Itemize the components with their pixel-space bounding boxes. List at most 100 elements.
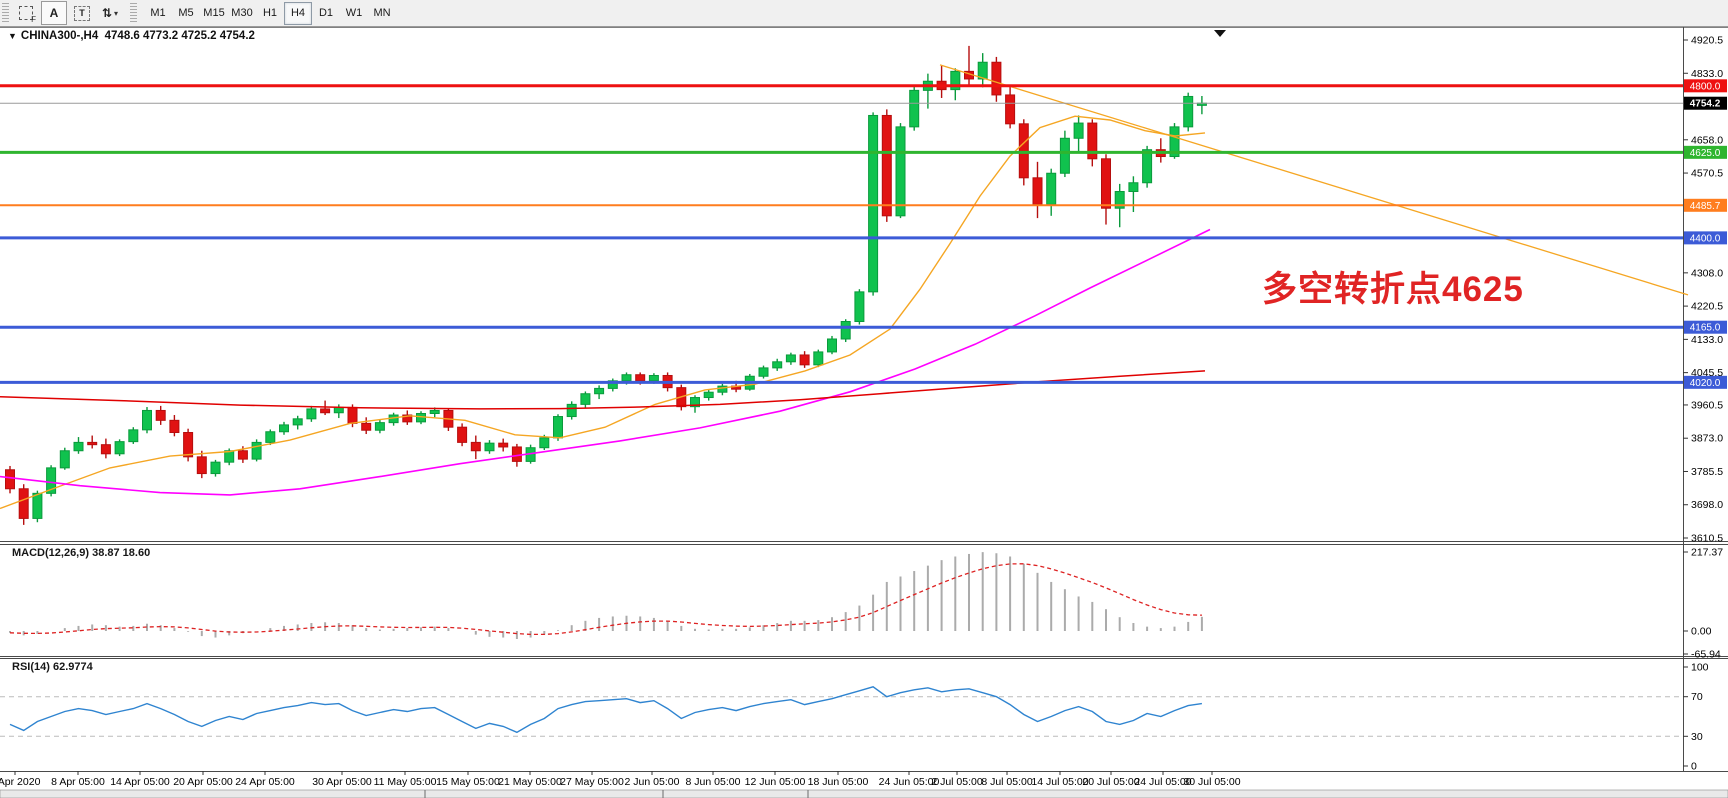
candle-body [361, 422, 372, 431]
timeframe-button-m15[interactable]: M15 [203, 7, 225, 19]
candle-body [813, 351, 824, 366]
ohlc-values: 4748.6 4773.2 4725.2 4754.2 [104, 30, 255, 42]
candle-body [785, 354, 796, 363]
candle-body [703, 391, 714, 399]
timeframe-button-m1[interactable]: M1 [150, 7, 166, 19]
price-tick-label: 4133.0 [1691, 334, 1723, 346]
candle-body [607, 380, 618, 389]
candle-body [772, 361, 783, 369]
candle-body [1087, 122, 1098, 160]
time-tick-label: 11 May 05:00 [374, 776, 437, 788]
timeframe-button-m5[interactable]: M5 [178, 7, 194, 19]
macd-tick-label: 217.37 [1691, 547, 1723, 559]
candle-body [265, 431, 276, 443]
time-tick-label: 30 Apr 05:00 [312, 776, 372, 788]
candle-body [18, 488, 29, 519]
candle-body [429, 409, 440, 414]
candle-body [1114, 190, 1125, 209]
candle-body [142, 409, 152, 431]
chart-text-annotation[interactable]: 多空转折点4625 [1262, 270, 1524, 309]
candle-body [416, 413, 426, 423]
candle-body [73, 441, 84, 452]
price-tick-label: 4570.5 [1691, 168, 1723, 180]
candle-body [1128, 182, 1139, 192]
price-tick-label: 3698.0 [1691, 499, 1723, 511]
price-tick-label: 3873.0 [1691, 433, 1723, 445]
candle-body [539, 437, 550, 449]
timeframe-button-w1[interactable]: W1 [345, 7, 363, 19]
candle-body [306, 408, 317, 420]
chevron-down-icon: ▾ [114, 8, 119, 18]
candle-body [114, 441, 125, 455]
price-tick-label: 4220.5 [1691, 301, 1723, 313]
rsi-tick-label: 30 [1691, 731, 1703, 743]
time-tick-label: 15 May 05:00 [436, 776, 500, 788]
timeframe-toolbar: M1 M5 M15 M30 H1 H4 D1 W1 MN [144, 1, 396, 25]
candle-body [457, 426, 468, 443]
bottom-tab-strip[interactable] [0, 789, 1728, 798]
candle-body [484, 442, 495, 452]
candle-body [292, 418, 303, 426]
time-tick-label: 24 Apr 05:00 [235, 776, 295, 788]
time-tick-label: 24 Jul 05:00 [1134, 776, 1191, 788]
arrows-tool-button[interactable]: ⇅ ▾ [97, 1, 123, 25]
candle-body [46, 467, 57, 494]
time-axis-area[interactable] [0, 772, 1728, 790]
time-tick-label: 21 May 05:00 [498, 776, 562, 788]
timeframe-button-mn[interactable]: MN [373, 7, 391, 19]
candle-body [470, 441, 481, 452]
time-tick-label: 24 Jun 05:00 [879, 776, 940, 788]
timeframe-button-m30[interactable]: M30 [231, 7, 253, 19]
candle-body [635, 374, 646, 382]
timeframe-button-h4[interactable]: H4 [284, 1, 312, 25]
symbol-period-label: CHINA300-,H4 [20, 30, 99, 42]
toolbar-grip[interactable] [2, 3, 9, 23]
candle-body [155, 409, 166, 421]
candle-body [1169, 126, 1180, 158]
candle-body [690, 397, 700, 408]
scroll-marker-icon [1214, 30, 1226, 37]
ma-fast-orange [0, 115, 1206, 510]
price-badge-4800.0 [1684, 79, 1727, 93]
chart-canvas[interactable]: 4800.0 4625.0 4485.7 4400.0 4165.0 4020.0 4754… [0, 27, 1728, 798]
rsi-indicator-label: RSI(14) 62.9774 [12, 661, 93, 673]
price-tick-label: 4920.5 [1691, 35, 1723, 47]
symbol-dropdown-icon[interactable]: ▼ [8, 31, 17, 41]
price-tick-label: 3785.5 [1691, 466, 1723, 478]
ma-medium-magenta [0, 228, 1211, 496]
candle-body [347, 406, 358, 424]
timeframe-button-d1[interactable]: D1 [318, 7, 334, 19]
price-badge-label: 4020.0 [1690, 378, 1721, 389]
candle-body [827, 338, 837, 353]
candle-body [251, 441, 262, 460]
candle-body [580, 393, 591, 405]
arrow-text-a-button[interactable]: A [41, 1, 67, 25]
price-badge-4400.0 [1684, 231, 1727, 245]
timeframe-button-h1[interactable]: H1 [262, 7, 278, 19]
price-tick-label: 4308.0 [1691, 267, 1723, 279]
candle-body [854, 291, 865, 323]
candle-body [498, 442, 509, 448]
time-tick-label: 2 Jun 05:00 [625, 776, 680, 788]
time-tick-label: 14 Apr 05:00 [110, 776, 170, 788]
text-box-icon: T [74, 5, 90, 21]
candle-body [950, 70, 961, 91]
candle-body [279, 424, 289, 433]
candle-body [895, 126, 906, 217]
candle-body [1005, 94, 1016, 125]
price-tick-label: 3610.5 [1691, 533, 1723, 545]
candle-body [333, 406, 344, 414]
time-tick-label: 30 Jul 05:00 [1183, 776, 1240, 788]
candle-body [1032, 177, 1043, 205]
time-tick-label: 18 Jun 05:00 [808, 776, 869, 788]
candle-body [977, 61, 988, 80]
text-label-button[interactable]: T [69, 1, 95, 25]
candle-body [717, 385, 728, 393]
price-axis-area[interactable] [1684, 27, 1728, 771]
price-tick-label: 4658.0 [1691, 134, 1723, 146]
macd-tick-label: -65.94 [1691, 649, 1721, 661]
time-tick-label: 12 Jun 05:00 [745, 776, 806, 788]
candle-body [237, 450, 248, 460]
frame-tool-button[interactable]: F [13, 1, 39, 25]
time-tick-label: 8 Jul 05:00 [981, 776, 1033, 788]
